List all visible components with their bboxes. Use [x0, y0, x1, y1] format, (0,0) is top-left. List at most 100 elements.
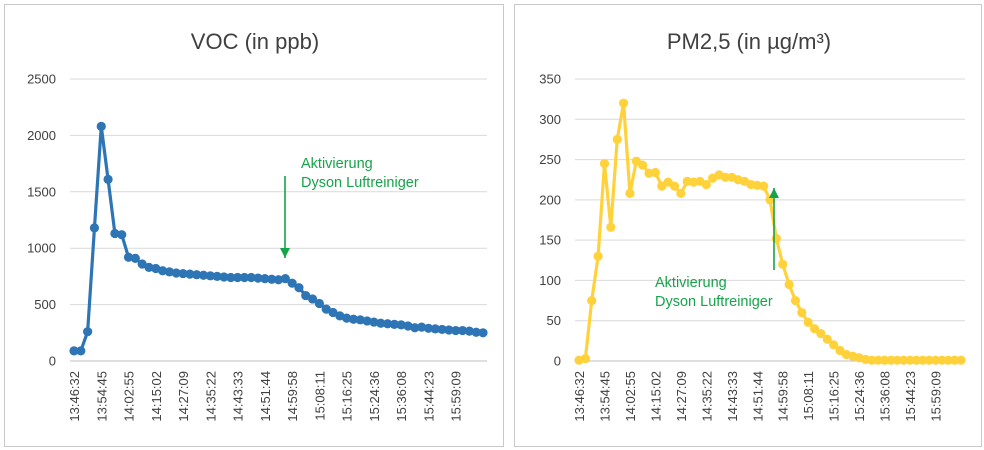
- voc-x-tick-label: 13:54:45: [94, 371, 109, 422]
- pm25-x-tick-label: 15:24:36: [852, 371, 867, 422]
- pm25-y-tick-label: 100: [539, 273, 561, 288]
- voc-data-point: [185, 269, 195, 279]
- pm25-data-point: [778, 259, 788, 269]
- pm25-data-point: [580, 353, 590, 364]
- voc-y-tick-label: 500: [34, 297, 56, 312]
- pm25-data-point: [790, 295, 801, 306]
- pm25-y-tick-label: 50: [547, 313, 561, 328]
- voc-data-point: [355, 315, 365, 325]
- voc-data-point: [239, 272, 250, 283]
- pm25-data-point: [809, 324, 820, 334]
- voc-data-point: [287, 278, 297, 288]
- pm25-data-point: [943, 355, 953, 365]
- pm25-data-point: [599, 159, 610, 169]
- pm25-x-tick-label: 14:51:44: [750, 371, 765, 422]
- voc-data-point: [226, 272, 236, 283]
- pm25-data-point: [911, 355, 922, 365]
- pm25-data-point: [784, 279, 794, 290]
- voc-data-point: [423, 323, 434, 333]
- voc-x-tick-label: 14:27:09: [176, 371, 191, 422]
- pm25-data-point: [797, 308, 807, 318]
- voc-y-tick-label: 2500: [27, 72, 56, 87]
- pm25-data-point: [816, 329, 826, 339]
- pm25-x-tick-label: 14:59:58: [776, 371, 791, 422]
- voc-data-point: [76, 346, 86, 356]
- pm25-data-point: [638, 160, 648, 170]
- pm25-data-point: [593, 251, 603, 261]
- pm25-data-point: [701, 179, 711, 190]
- voc-data-point: [301, 290, 311, 301]
- voc-chart: VOC (in ppb) 0 500 1000 1500 2000 2500 13:46:32…: [27, 29, 488, 422]
- pm25-data-point: [771, 233, 781, 244]
- voc-x-tick-label: 15:08:11: [312, 371, 327, 421]
- voc-data-point: [457, 325, 468, 336]
- voc-x-tick-label: 14:51:44: [258, 371, 273, 422]
- voc-series-line: [72, 124, 485, 353]
- voc-data-point: [158, 266, 168, 276]
- voc-data-point: [430, 324, 440, 334]
- pm25-x-tick-label: 14:02:55: [623, 371, 638, 422]
- voc-data-point: [103, 174, 113, 184]
- voc-data-point: [219, 272, 229, 282]
- pm25-x-tick-label: 14:43:33: [725, 371, 740, 422]
- pm25-data-point: [880, 355, 890, 365]
- pm25-y-tick-label: 300: [539, 112, 561, 127]
- voc-x-tick-label: 15:24:36: [367, 371, 382, 422]
- voc-data-point: [123, 252, 134, 262]
- pm25-x-tick-label: 13:46:32: [572, 371, 587, 422]
- pm25-data-point: [950, 355, 960, 365]
- voc-y-tick-label: 1500: [27, 184, 56, 199]
- voc-data-point: [267, 274, 277, 284]
- voc-data-point: [205, 271, 215, 281]
- voc-data-point: [369, 317, 379, 327]
- pm25-y-tick-label: 0: [554, 354, 561, 369]
- pm25-x-tick-label: 15:44:23: [903, 371, 918, 422]
- pm25-data-point: [867, 355, 877, 365]
- pm25-data-point: [606, 222, 616, 232]
- pm25-data-point: [803, 317, 813, 327]
- pm25-x-tick-label: 15:08:11: [801, 371, 816, 421]
- voc-data-point: [253, 273, 263, 283]
- pm25-data-point: [625, 188, 635, 199]
- voc-data-point: [280, 274, 290, 284]
- pm25-x-tick-label: 14:35:22: [699, 371, 714, 422]
- voc-data-point: [321, 304, 331, 314]
- pm25-data-point: [676, 188, 686, 199]
- voc-y-tick-label: 2000: [27, 128, 56, 143]
- pm25-x-tick-label: 15:59:09: [929, 371, 944, 422]
- voc-data-point: [478, 328, 488, 338]
- voc-data-point: [192, 270, 202, 280]
- pm25-data-point: [612, 134, 622, 145]
- pm25-data-point: [937, 355, 947, 365]
- voc-chart-title: VOC (in ppb): [191, 29, 319, 54]
- pm25-y-tick-label: 250: [539, 152, 561, 167]
- pm25-series-line: [577, 101, 963, 362]
- pm25-data-point: [886, 355, 896, 365]
- voc-data-point: [471, 327, 481, 337]
- pm25-x-tick-label: 14:27:09: [674, 371, 689, 422]
- pm25-data-point: [822, 334, 832, 344]
- voc-data-point: [110, 228, 120, 239]
- voc-x-tick-label: 14:59:58: [285, 371, 300, 422]
- voc-data-point: [464, 326, 474, 336]
- pm25-annotation-arrowhead: [769, 188, 779, 198]
- pm25-x-tick-label: 15:16:25: [827, 371, 842, 422]
- voc-data-point: [444, 325, 454, 335]
- voc-data-point: [144, 262, 154, 272]
- voc-x-tick-label: 15:16:25: [340, 371, 355, 422]
- pm25-data-point: [873, 355, 883, 365]
- voc-y-tick-label: 0: [49, 354, 56, 369]
- voc-x-tick-label: 13:46:32: [67, 371, 82, 422]
- voc-data-point: [260, 274, 270, 284]
- voc-data-point: [410, 323, 420, 333]
- voc-data-point: [89, 223, 100, 233]
- pm25-chart-title: PM2,5 (in µg/m³): [667, 29, 831, 54]
- voc-data-point: [164, 267, 175, 277]
- voc-data-point: [314, 298, 324, 309]
- voc-data-point: [396, 320, 406, 330]
- pm25-data-point: [587, 295, 597, 306]
- voc-data-point: [342, 313, 352, 323]
- pm25-annotation-text: Dyson Luftreiniger: [655, 294, 773, 310]
- pm25-chart: PM2,5 (in µg/m³) 0 50 100 150 200 250 300 350 13:…: [539, 29, 966, 422]
- voc-data-point: [451, 325, 461, 336]
